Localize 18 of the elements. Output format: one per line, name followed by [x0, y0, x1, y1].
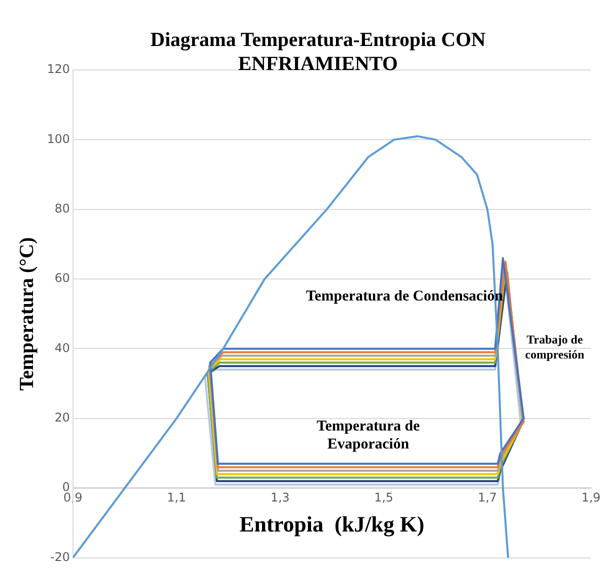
y-tick-label: -20 — [50, 550, 70, 564]
annotation: Temperatura de Evaporación — [316, 418, 420, 453]
x-tick-label: 1,5 — [374, 490, 394, 504]
y-tick-label: 100 — [47, 132, 70, 146]
y-tick-label: 60 — [54, 271, 70, 286]
y-tick-label: 80 — [54, 201, 70, 216]
x-tick-label: 1,9 — [581, 490, 601, 504]
x-tick-label: 1,3 — [270, 490, 290, 504]
y-tick-label: 40 — [54, 340, 70, 355]
x-axis-title: Entropia (kJ/kg K) — [240, 511, 424, 536]
y-tick-label: 20 — [54, 410, 70, 425]
x-tick-label: 1,1 — [166, 490, 186, 504]
y-axis-title: Temperatura (°C) — [16, 237, 38, 391]
chart-title: Diagrama Temperatura-Entropia CON ENFRIAMIENTO — [149, 28, 487, 76]
y-tick-label: 120 — [47, 62, 70, 76]
annotation: Trabajo de compresión — [525, 332, 585, 362]
x-tick-label: 1,7 — [478, 490, 497, 504]
x-tick-label: 0,9 — [63, 490, 82, 504]
